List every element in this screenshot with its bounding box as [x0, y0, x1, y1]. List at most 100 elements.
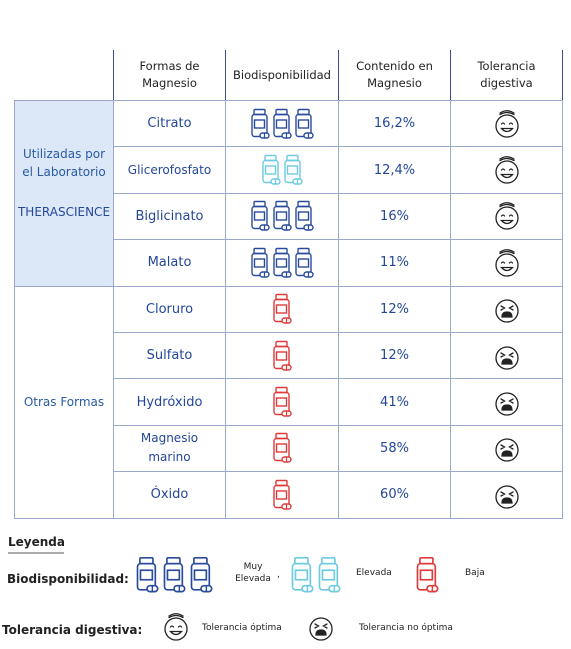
bottle-icon — [284, 154, 303, 185]
content-value: 41% — [380, 394, 409, 410]
tolerance-cell — [450, 378, 563, 426]
tolerance-face — [494, 299, 519, 323]
legend-bottle — [416, 556, 439, 593]
bottle-icon — [251, 108, 270, 139]
form-name: Sulfato — [146, 348, 193, 364]
bottle-icon — [273, 479, 292, 510]
bio-cell — [225, 100, 339, 148]
tolerance-cell — [450, 424, 563, 473]
legend-title: Leyenda — [8, 535, 65, 554]
content-value: 12% — [380, 301, 409, 317]
legend-icons — [290, 556, 341, 594]
content-cell: 11% — [338, 239, 451, 287]
bottle-icon — [251, 247, 270, 278]
form-name: Biglicinato — [135, 208, 204, 224]
form-name: Magnesio marino — [140, 431, 199, 465]
content-cell: 60% — [338, 471, 451, 519]
content-value: 16% — [380, 208, 409, 224]
form-cell: Óxido — [113, 471, 226, 519]
form-cell: Magnesio marino — [113, 424, 226, 473]
content-cell: 12% — [338, 285, 451, 333]
legend-label: Baja — [465, 568, 485, 578]
legend-bottle — [136, 556, 159, 593]
bottle-icon — [273, 386, 292, 417]
tolerance-face — [494, 248, 519, 277]
content-value: 12,4% — [373, 162, 416, 178]
bio-cell — [225, 332, 339, 380]
form-name: Óxido — [150, 487, 189, 503]
bottle-icon — [295, 247, 314, 278]
form-cell: Sulfato — [113, 332, 226, 380]
form-name: Cloruro — [145, 301, 194, 317]
bio-cell — [225, 378, 339, 426]
tolerance-cell — [450, 471, 563, 519]
legend-separator: , — [277, 570, 280, 580]
content-value: 11% — [380, 255, 409, 271]
form-cell: Glicerofosfato — [113, 146, 226, 194]
content-cell: 16% — [338, 192, 451, 241]
bottle-icon — [273, 433, 292, 464]
legend-icons — [135, 556, 213, 594]
legend-label: Muy Elevada — [235, 562, 271, 584]
form-name: Malato — [147, 255, 192, 271]
tolerance-cell — [450, 146, 563, 194]
form-cell: Biglicinato — [113, 192, 226, 241]
tolerance-face — [494, 202, 519, 231]
form-name: Glicerofosfato — [127, 162, 212, 177]
legend-face — [307, 612, 335, 646]
bottle-icon — [295, 108, 314, 139]
group-brand: THERASCIENCE — [17, 205, 111, 220]
tolerance-face — [494, 156, 519, 184]
legend-label: Tolerancia no óptima — [359, 623, 453, 633]
column-header: Tolerancia digestiva — [450, 50, 563, 101]
bio-cell — [225, 471, 339, 519]
column-header: Contenido en Magnesio — [338, 50, 451, 101]
form-cell: Hydróxido — [113, 378, 226, 426]
bio-cell — [225, 424, 339, 473]
column-header: Formas de Magnesio — [113, 50, 226, 101]
tolerance-cell — [450, 239, 563, 287]
content-value: 58% — [380, 440, 409, 456]
bottle-icon — [273, 294, 292, 324]
legend-bottle — [291, 556, 314, 593]
legend-face-icon — [164, 613, 188, 641]
form-name: Hydróxido — [136, 394, 203, 410]
legend-face — [162, 612, 190, 646]
content-cell: 12,4% — [338, 146, 451, 194]
form-name: Citrato — [147, 116, 192, 132]
bio-legend-label: Biodisponibilidad: — [7, 572, 129, 586]
bio-cell — [225, 146, 339, 194]
bio-cell — [225, 285, 339, 333]
bottle-icon — [273, 247, 292, 278]
bottle-icon — [251, 201, 270, 232]
tolerance-cell — [450, 285, 563, 333]
tolerance-face — [494, 392, 519, 416]
legend-icons — [415, 556, 439, 594]
bottle-icon — [273, 201, 292, 232]
legend-label: Tolerancia óptima — [202, 623, 282, 633]
form-cell: Malato — [113, 239, 226, 287]
bottle-icon — [273, 340, 292, 371]
form-cell: Cloruro — [113, 285, 226, 333]
legend-bottle — [318, 556, 341, 593]
group-cell: Utilizadas por el Laboratorio THERASCIENC… — [14, 100, 114, 287]
bottle-icon — [273, 108, 292, 139]
tolerance-cell — [450, 332, 563, 380]
group-label: Utilizadas por el Laboratorio — [22, 147, 106, 180]
tolerance-legend-label: Tolerancia digestiva: — [2, 623, 143, 637]
tolerance-face — [494, 485, 519, 509]
legend-bottle — [190, 556, 213, 593]
form-cell: Citrato — [113, 100, 226, 148]
tolerance-face — [494, 109, 519, 138]
legend-face-icon — [309, 617, 333, 641]
content-cell: 58% — [338, 424, 451, 473]
bottle-icon — [262, 154, 281, 185]
bottle-icon — [295, 201, 314, 232]
content-cell: 16,2% — [338, 100, 451, 148]
group-label: Otras Formas — [23, 395, 105, 410]
bio-cell — [225, 192, 339, 241]
content-value: 16,2% — [373, 116, 416, 132]
tolerance-face — [494, 438, 519, 463]
tolerance-face — [494, 346, 519, 370]
